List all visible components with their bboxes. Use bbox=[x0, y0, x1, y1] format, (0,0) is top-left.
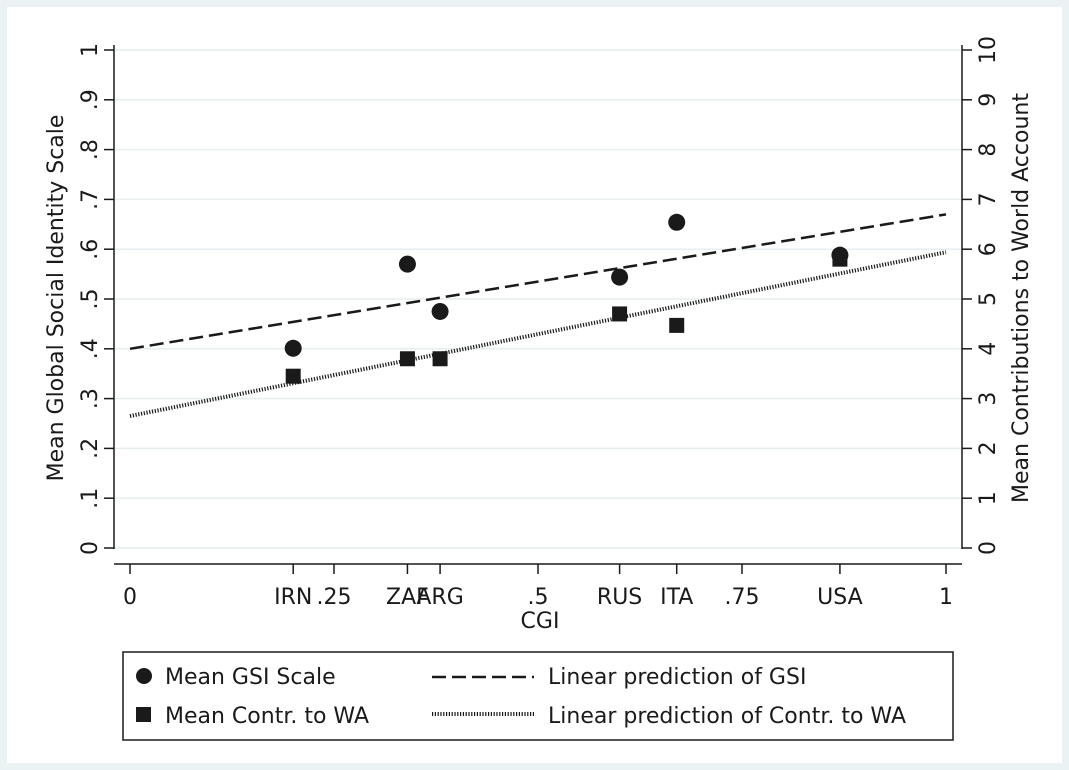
y-left-tick-label: .6 bbox=[78, 239, 103, 260]
x-country-label: ZAF bbox=[386, 585, 429, 610]
axes bbox=[104, 45, 972, 574]
y-axis-right-label: Mean Contributions to World Account bbox=[1009, 93, 1034, 503]
x-country-label: IRN bbox=[274, 585, 312, 610]
y-left-tick-label: .4 bbox=[78, 338, 103, 359]
legend-label-contr-fit: Linear prediction of Contr. to WA bbox=[548, 704, 906, 729]
y-left-tick-label: .9 bbox=[78, 89, 103, 110]
y-right-tick-label: 9 bbox=[976, 93, 1001, 107]
legend: Mean GSI Scale Mean Contr. to WA Linear … bbox=[122, 651, 954, 741]
y-left-tick-label: 1 bbox=[78, 43, 103, 57]
x-tick-label: .25 bbox=[317, 585, 352, 610]
gridlines bbox=[114, 49, 962, 549]
tick-labels: 0.1.2.3.4.5.6.7.8.910123456789100.25.5.7… bbox=[78, 36, 1001, 610]
point-gsi-usa bbox=[831, 246, 849, 264]
legend-marker-contr bbox=[136, 707, 151, 722]
point-contr-rus bbox=[612, 306, 628, 322]
x-country-label: USA bbox=[817, 585, 863, 610]
y-left-tick-label: .3 bbox=[78, 388, 103, 409]
x-country-label: ITA bbox=[660, 585, 693, 610]
legend-label-gsi-fit: Linear prediction of GSI bbox=[548, 665, 806, 690]
x-country-label: ARG bbox=[416, 585, 463, 610]
point-contr-zaf bbox=[399, 351, 415, 367]
x-tick-label: .75 bbox=[725, 585, 760, 610]
y-left-tick-label: .1 bbox=[78, 488, 103, 509]
point-gsi-zaf bbox=[398, 255, 416, 273]
x-tick-label: 1 bbox=[939, 585, 953, 610]
x-tick-label: .5 bbox=[528, 585, 549, 610]
y-right-tick-label: 0 bbox=[976, 541, 1001, 555]
plot-panel bbox=[7, 7, 1062, 763]
y-right-tick-label: 2 bbox=[976, 441, 1001, 455]
y-right-tick-label: 5 bbox=[976, 292, 1001, 306]
point-gsi-ita bbox=[668, 213, 686, 231]
y-right-tick-label: 4 bbox=[976, 342, 1001, 356]
y-left-tick-label: .5 bbox=[78, 289, 103, 310]
point-contr-arg bbox=[432, 351, 448, 367]
x-country-label: RUS bbox=[597, 585, 642, 610]
legend-marker-gsi bbox=[136, 668, 152, 684]
point-contr-ita bbox=[669, 317, 685, 333]
legend-label-gsi: Mean GSI Scale bbox=[165, 665, 336, 690]
y-right-tick-label: 7 bbox=[976, 192, 1001, 206]
point-gsi-irn bbox=[284, 339, 302, 357]
y-left-tick-label: .8 bbox=[78, 139, 103, 160]
y-left-tick-label: .2 bbox=[78, 438, 103, 459]
point-contr-irn bbox=[285, 368, 301, 384]
y-right-tick-label: 8 bbox=[976, 143, 1001, 157]
point-gsi-arg bbox=[431, 302, 449, 320]
legend-label-contr: Mean Contr. to WA bbox=[165, 704, 369, 729]
data-points bbox=[284, 213, 849, 384]
point-gsi-rus bbox=[611, 268, 629, 286]
y-axis-left-label: Mean Global Social Identity Scale bbox=[44, 115, 69, 482]
fit-lines bbox=[129, 213, 947, 418]
y-right-tick-label: 6 bbox=[976, 242, 1001, 256]
y-left-tick-label: .7 bbox=[78, 189, 103, 210]
y-right-tick-label: 3 bbox=[976, 392, 1001, 406]
x-axis-label: CGI bbox=[521, 609, 560, 634]
fit-line-gsi bbox=[129, 213, 947, 351]
legend-box bbox=[122, 651, 954, 741]
y-right-tick-label: 10 bbox=[976, 36, 1001, 64]
y-left-tick-label: 0 bbox=[78, 541, 103, 555]
y-right-tick-label: 1 bbox=[976, 491, 1001, 505]
x-tick-label: 0 bbox=[123, 585, 137, 610]
